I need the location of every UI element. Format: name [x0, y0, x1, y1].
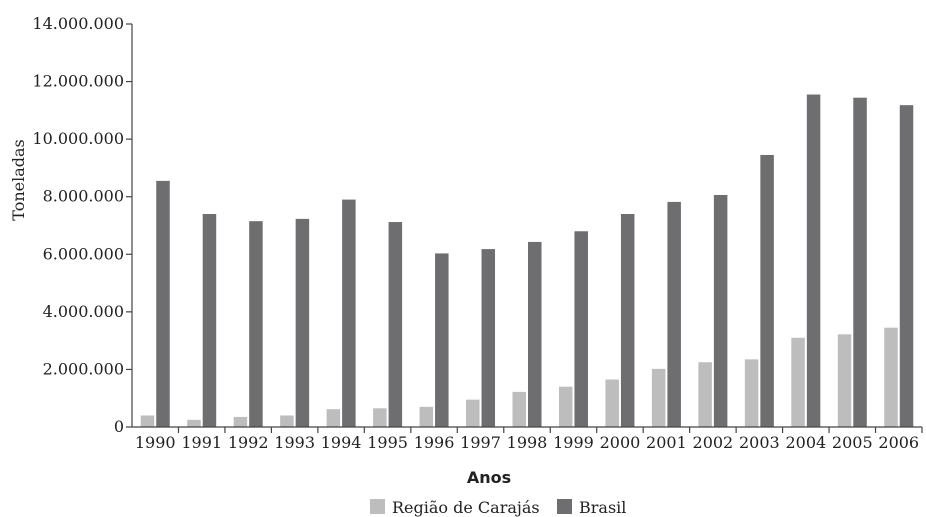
bar-regiao-de-carajas-1995	[373, 408, 387, 427]
x-tick-label: 1995	[367, 433, 408, 452]
legend-swatch-regiao	[370, 499, 385, 514]
y-tick-label: 2.000.000	[43, 359, 124, 378]
bar-brasil-2006	[899, 105, 914, 427]
bar-regiao-de-carajas-2006	[884, 327, 898, 427]
bar-regiao-de-carajas-1991	[187, 419, 201, 427]
y-tick-label: 12.000.000	[32, 72, 124, 91]
bar-regiao-de-carajas-1993	[280, 415, 294, 427]
legend-label-brasil: Brasil	[579, 498, 626, 517]
y-tick-label: 8.000.000	[43, 187, 124, 206]
y-ticks: 0 2.000.000 4.000.000 6.000.000 8.000.000 10.…	[32, 14, 132, 436]
x-tick-label: 2006	[878, 433, 919, 452]
bar-brasil-1995	[388, 222, 403, 427]
bar-regiao-de-carajas-1996	[419, 406, 434, 427]
x-tick-label: 2002	[693, 433, 734, 452]
bar-brasil-2002	[713, 194, 728, 427]
bar-brasil-1990	[156, 180, 170, 427]
bar-regiao-de-carajas-1999	[558, 386, 573, 427]
y-tick-label: 6.000.000	[43, 244, 124, 263]
bar-regiao-de-carajas-2001	[651, 368, 666, 427]
bar-brasil-1992	[249, 221, 263, 427]
bar-regiao-de-carajas-1994	[326, 409, 341, 427]
bar-regiao-de-carajas-1997	[466, 399, 480, 427]
bar-brasil-1998	[528, 241, 542, 427]
x-tick-label: 1990	[135, 433, 176, 452]
legend: Região de Carajás Brasil	[370, 498, 626, 517]
bar-regiao-de-carajas-2000	[605, 379, 619, 427]
bar-brasil-2005	[853, 97, 867, 427]
bar-regiao-de-carajas-1990	[140, 415, 155, 427]
bar-regiao-de-carajas-2005	[837, 334, 852, 427]
x-tick-label: 2001	[646, 433, 687, 452]
x-tick-label: 2000	[600, 433, 641, 452]
x-axis-label: Anos	[467, 468, 511, 487]
bar-regiao-de-carajas-1998	[512, 391, 526, 427]
bars-group	[140, 94, 914, 428]
legend-swatch-brasil	[557, 499, 572, 514]
bar-regiao-de-carajas-1992	[233, 416, 248, 427]
y-tick-label: 0	[114, 417, 124, 436]
x-tick-label: 1993	[274, 433, 315, 452]
bar-brasil-2003	[760, 154, 774, 427]
x-ticks: 1990 1991 1992 1993 1994 1995 1996 1997 1998 1999…	[135, 427, 923, 452]
bar-brasil-1994	[342, 199, 356, 427]
bar-brasil-1991	[202, 213, 217, 427]
bar-brasil-2000	[620, 213, 635, 427]
x-tick-label: 1996	[414, 433, 455, 452]
bar-regiao-de-carajas-2003	[744, 359, 759, 427]
x-tick-label: 1992	[228, 433, 269, 452]
legend-label-regiao: Região de Carajás	[392, 498, 540, 517]
bar-regiao-de-carajas-2002	[698, 362, 712, 427]
y-axis-label: Toneladas	[9, 139, 28, 220]
bar-brasil-1996	[435, 253, 449, 427]
x-tick-label: 1999	[553, 433, 594, 452]
bar-brasil-2004	[806, 94, 821, 428]
bar-brasil-1997	[481, 249, 496, 427]
y-tick-label: 4.000.000	[43, 302, 124, 321]
y-tick-label: 10.000.000	[32, 129, 124, 148]
x-tick-label: 2003	[739, 433, 780, 452]
bar-brasil-1999	[574, 231, 588, 427]
bar-brasil-1993	[295, 218, 310, 427]
x-tick-label: 1991	[181, 433, 222, 452]
bar-regiao-de-carajas-2004	[791, 337, 805, 427]
bar-brasil-2001	[667, 201, 681, 427]
x-tick-label: 1997	[460, 433, 501, 452]
x-tick-label: 1994	[321, 433, 362, 452]
y-tick-label: 14.000.000	[32, 14, 124, 33]
x-tick-label: 1998	[507, 433, 548, 452]
x-tick-label: 2004	[785, 433, 826, 452]
x-tick-label: 2005	[832, 433, 873, 452]
